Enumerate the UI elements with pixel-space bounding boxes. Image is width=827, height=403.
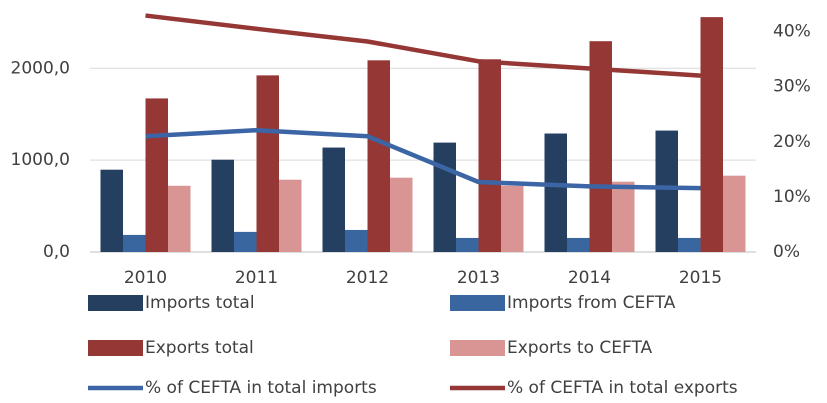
legend-swatch bbox=[88, 340, 143, 356]
bar bbox=[123, 234, 146, 252]
y-tick-label: 0,0 bbox=[43, 242, 70, 262]
bar bbox=[478, 59, 501, 252]
bar bbox=[567, 237, 590, 252]
bar bbox=[655, 130, 678, 252]
bar bbox=[456, 237, 479, 252]
bar bbox=[168, 185, 191, 252]
x-tick-label: 2014 bbox=[568, 268, 611, 288]
y-tick-label: 2000,0 bbox=[11, 58, 70, 78]
legend-label: Imports total bbox=[145, 293, 255, 313]
bar bbox=[612, 181, 635, 252]
legend-swatch bbox=[450, 295, 505, 311]
bar bbox=[256, 75, 279, 252]
bar bbox=[700, 17, 723, 253]
bar bbox=[390, 177, 413, 252]
bar bbox=[367, 60, 390, 253]
x-tick-label: 2015 bbox=[679, 268, 722, 288]
line bbox=[145, 13, 701, 78]
x-tick-label: 2011 bbox=[235, 268, 278, 288]
bar bbox=[678, 237, 701, 252]
bar bbox=[433, 142, 456, 252]
bar bbox=[723, 175, 746, 252]
x-tick-label: 2013 bbox=[457, 268, 500, 288]
legend-label: % of CEFTA in total imports bbox=[145, 378, 377, 398]
legend-label: % of CEFTA in total exports bbox=[507, 378, 738, 398]
bar bbox=[501, 185, 524, 252]
x-tick-label: 2012 bbox=[346, 268, 389, 288]
bar bbox=[345, 229, 368, 252]
legend-label: Exports to CEFTA bbox=[507, 338, 653, 358]
y2-tick-label: 40% bbox=[773, 22, 811, 42]
bar bbox=[211, 159, 234, 252]
bar bbox=[322, 147, 345, 252]
bar bbox=[279, 179, 302, 252]
y2-tick-label: 30% bbox=[773, 77, 811, 97]
legend-label: Exports total bbox=[145, 338, 254, 358]
y2-tick-label: 0% bbox=[773, 242, 800, 262]
x-tick-label: 2010 bbox=[124, 268, 167, 288]
y2-tick-label: 10% bbox=[773, 187, 811, 207]
line bbox=[145, 127, 701, 191]
bar bbox=[589, 41, 612, 253]
bar bbox=[145, 98, 168, 252]
bar bbox=[544, 133, 567, 252]
legend-swatch bbox=[450, 340, 505, 356]
y-tick-label: 1000,0 bbox=[11, 150, 70, 170]
bar bbox=[234, 231, 257, 252]
legend-label: Imports from CEFTA bbox=[507, 293, 676, 313]
y2-tick-label: 20% bbox=[773, 132, 811, 152]
legend-swatch bbox=[88, 295, 143, 311]
bar bbox=[100, 169, 123, 252]
